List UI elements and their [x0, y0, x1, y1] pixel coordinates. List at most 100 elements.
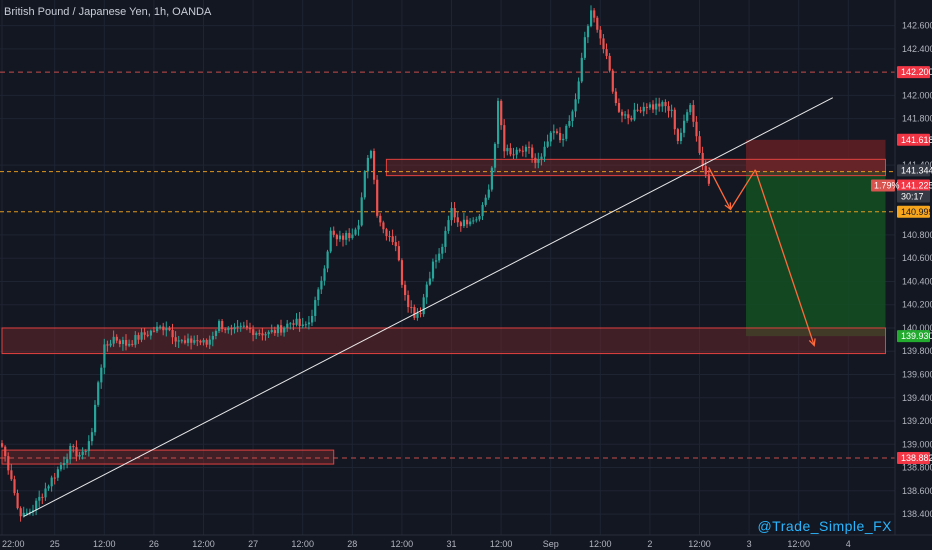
candle	[307, 316, 311, 330]
candle	[149, 329, 152, 340]
candle-body	[459, 222, 462, 227]
candle	[190, 335, 193, 350]
candle	[28, 508, 32, 516]
candle-body	[676, 129, 679, 142]
candle	[286, 319, 289, 332]
candle	[69, 443, 72, 464]
candle-body	[577, 81, 580, 100]
candle	[555, 128, 559, 135]
candle-body	[493, 143, 497, 168]
candle-body	[453, 208, 456, 218]
candle	[627, 109, 630, 125]
candle-body	[1, 443, 4, 447]
candle	[298, 311, 301, 332]
candle	[466, 215, 469, 229]
candle-body	[521, 150, 524, 152]
candle	[22, 506, 25, 518]
candle	[323, 265, 326, 286]
time-tick-label: 4	[846, 539, 851, 549]
price-tick-label: 139.800	[902, 346, 932, 356]
candle	[363, 170, 366, 200]
candle-body	[379, 215, 382, 223]
candle-body	[307, 322, 311, 325]
candle	[497, 97, 500, 149]
candle-body	[400, 260, 404, 285]
candle	[320, 276, 323, 294]
candle-body	[661, 102, 664, 107]
candle-body	[484, 197, 487, 205]
candle	[447, 215, 450, 234]
candle-body	[47, 486, 50, 489]
candle	[292, 319, 295, 331]
candle-body	[208, 339, 211, 345]
candle	[413, 304, 416, 321]
candle-body	[382, 222, 385, 230]
candle	[419, 307, 422, 318]
candle-body	[146, 334, 149, 336]
candle-body	[369, 151, 373, 158]
candle-body	[25, 512, 28, 514]
candle	[543, 141, 546, 162]
candle	[537, 152, 540, 169]
candle	[531, 144, 534, 163]
candle-body	[255, 333, 258, 336]
candle	[137, 332, 140, 344]
candle	[521, 145, 524, 157]
candle-body	[602, 38, 605, 50]
time-tick-label: 28	[347, 539, 357, 549]
candle-body	[438, 253, 441, 261]
candle	[456, 212, 459, 227]
candle	[385, 227, 388, 241]
candle	[239, 322, 242, 332]
candle-body	[44, 488, 47, 498]
candle-body	[103, 344, 106, 368]
candle	[218, 319, 221, 334]
candle	[394, 235, 397, 252]
candle-body	[692, 105, 695, 122]
time-tick-label: 3	[747, 539, 752, 549]
candle-body	[69, 446, 72, 460]
candle	[509, 143, 512, 157]
candle-body	[205, 339, 208, 345]
time-tick-label: 26	[149, 539, 159, 549]
candle	[314, 296, 317, 322]
price-tick-label: 140.600	[902, 253, 932, 263]
candle	[469, 218, 472, 227]
candle-body	[655, 103, 658, 110]
candle	[159, 324, 162, 330]
candle	[487, 184, 490, 200]
candle-body	[555, 131, 559, 134]
candle	[90, 427, 94, 446]
candle-body	[168, 328, 171, 330]
candle-body	[441, 246, 444, 254]
candle-body	[450, 208, 453, 221]
candle-body	[134, 335, 137, 345]
candle-body	[233, 327, 236, 330]
candle	[453, 202, 456, 223]
candle	[599, 26, 602, 45]
candle	[596, 15, 599, 33]
candle-body	[258, 333, 261, 335]
candle	[366, 155, 369, 179]
candle	[168, 326, 171, 332]
candle-body	[196, 340, 199, 342]
price-badge-label: 139.930	[901, 331, 932, 341]
candle-body	[391, 236, 394, 243]
candle	[658, 97, 661, 112]
time-tick-label: Sep	[543, 539, 559, 549]
candle	[444, 226, 447, 253]
candle-body	[636, 109, 639, 111]
price-tick-label: 142.600	[902, 21, 932, 31]
candle-body	[357, 225, 360, 230]
candle-body	[326, 251, 329, 269]
candle	[7, 452, 10, 475]
candle	[605, 43, 608, 60]
candle-body	[121, 339, 125, 344]
candle	[422, 293, 425, 317]
candle	[354, 227, 357, 236]
candle	[134, 331, 137, 348]
candle-body	[363, 171, 366, 198]
candle-body	[193, 340, 196, 343]
price-badge	[897, 133, 930, 146]
